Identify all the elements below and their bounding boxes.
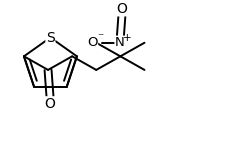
Text: O: O [87, 36, 98, 49]
Text: O: O [45, 97, 55, 111]
Text: +: + [122, 33, 131, 43]
Text: S: S [46, 31, 55, 45]
Text: N: N [115, 36, 125, 49]
Text: O: O [116, 2, 127, 16]
Text: ⁻: ⁻ [97, 31, 103, 44]
